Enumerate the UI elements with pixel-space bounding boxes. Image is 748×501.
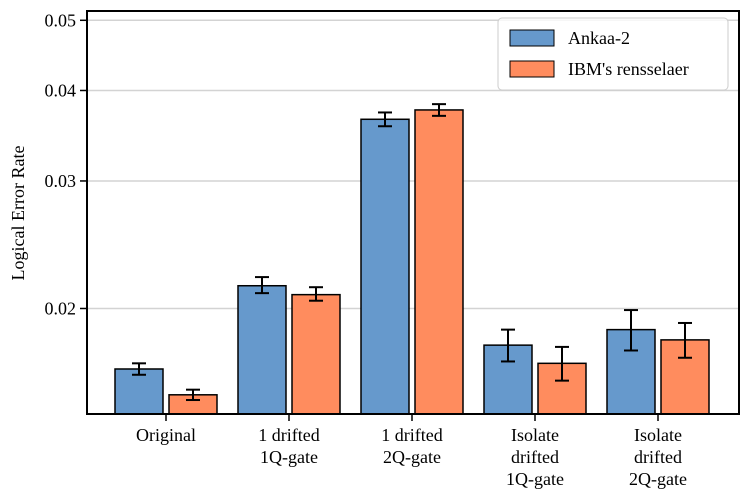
y-tick-label: 0.02 <box>45 298 77 318</box>
error-bars <box>132 103 692 402</box>
x-tick-label-2: 1 drifted 2Q-gate <box>381 425 442 467</box>
bar-ibm-s-rensselaer-1 <box>291 293 341 415</box>
y-tick-label: 0.04 <box>45 80 77 100</box>
x-tick-label-line: 1Q-gate <box>506 469 564 489</box>
legend-swatch-ankaa-2 <box>509 29 555 47</box>
x-tick-label-1: 1 drifted 1Q-gate <box>258 425 319 467</box>
x-tick-label-line: drifted <box>634 447 682 467</box>
legend-label-ankaa-2: Ankaa-2 <box>568 28 630 48</box>
x-tick-label-line: 2Q-gate <box>629 469 687 489</box>
x-tick-label-line: drifted <box>511 447 559 467</box>
x-tick-label-line: Isolate <box>511 425 559 445</box>
legend-label-ibm-rensselaer: IBM's rensselaer <box>568 59 689 79</box>
y-axis: 0.02 0.03 0.04 0.05 <box>45 10 87 318</box>
x-tick-label-3: Isolate drifted 1Q-gate <box>506 425 564 489</box>
x-tick-label-line: Original <box>136 425 196 445</box>
x-tick-label-line: 1 drifted <box>381 425 442 445</box>
y-tick-label: 0.05 <box>45 10 77 30</box>
legend: Ankaa-2 IBM's rensselaer <box>497 17 729 91</box>
bar-ibm-s-rensselaer-2 <box>414 109 464 415</box>
y-tick-label: 0.03 <box>45 171 77 191</box>
y-axis-title: Logical Error Rate <box>8 146 28 281</box>
plot-frame <box>86 10 740 415</box>
x-tick-label-line: 1Q-gate <box>260 447 318 467</box>
bars <box>114 109 710 415</box>
bar-ankaa-2-0 <box>114 368 164 415</box>
x-tick-label-4: Isolate drifted 2Q-gate <box>629 425 687 489</box>
bar-ankaa-2-1 <box>237 284 287 415</box>
x-tick-label-line: 2Q-gate <box>383 447 441 467</box>
x-tick-label-line: Isolate <box>634 425 682 445</box>
legend-swatch-ibm-rensselaer <box>509 60 555 78</box>
bar-ankaa-2-2 <box>360 118 410 415</box>
x-tick-label-0: Original <box>136 425 196 445</box>
legend-frame <box>497 17 729 91</box>
x-tick-label-line: 1 drifted <box>258 425 319 445</box>
